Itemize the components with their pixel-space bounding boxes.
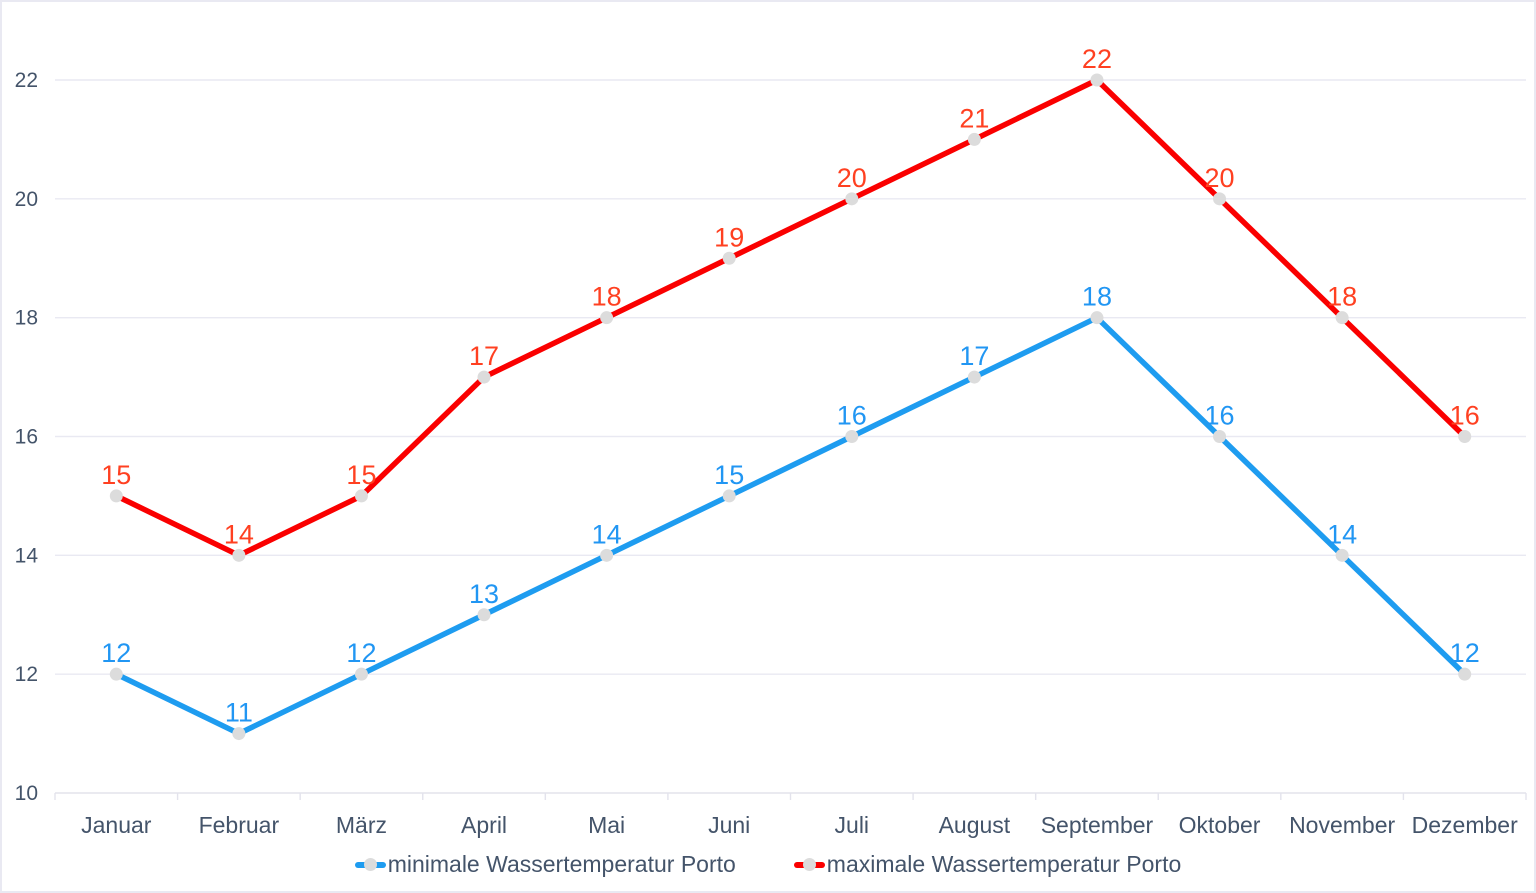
x-axis-tick-label: Juni <box>708 812 750 838</box>
data-point-marker-min <box>1213 430 1227 443</box>
data-point-marker-min <box>1335 548 1349 562</box>
data-label-max: 15 <box>346 460 376 490</box>
data-point-marker-min <box>967 370 981 384</box>
legend-label-max-temperature: maximale Wassertemperatur Porto <box>826 851 1182 877</box>
data-point-marker-min <box>354 667 368 681</box>
data-label-min: 12 <box>346 638 376 668</box>
series-line-min <box>113 314 1468 737</box>
data-label-min: 12 <box>101 638 131 668</box>
x-axis-tick-label: Dezember <box>1412 812 1518 838</box>
x-axis-tick-label: Juli <box>835 812 870 838</box>
x-axis-tick-label: Januar <box>81 812 152 838</box>
data-label-max: 19 <box>714 222 744 252</box>
y-axis-tick-label: 10 <box>15 782 38 805</box>
data-point-marker-min <box>109 667 123 681</box>
data-label-min: 12 <box>1450 638 1480 668</box>
data-label-min: 17 <box>959 341 989 371</box>
data-point-marker-max <box>845 192 859 206</box>
chart-legend: minimale Wassertemperatur Porto maximale… <box>2 851 1534 878</box>
x-axis-tick-label: Februar <box>199 812 280 838</box>
data-label-min: 14 <box>592 519 622 549</box>
data-label-max: 22 <box>1082 44 1112 74</box>
data-point-marker-max <box>477 370 491 384</box>
y-axis-tick-label: 14 <box>15 544 39 567</box>
x-axis-tick-label: September <box>1041 812 1154 838</box>
data-point-marker-max <box>600 311 614 325</box>
legend-line-marker-icon <box>354 858 386 871</box>
data-point-marker-max <box>722 251 736 265</box>
x-axis-tick-label: November <box>1289 812 1395 838</box>
data-point-marker-max <box>1213 192 1227 206</box>
data-label-min: 11 <box>225 698 253 728</box>
data-point-marker-max <box>109 489 123 503</box>
series-line-max <box>113 77 1468 559</box>
data-point-marker-min <box>1090 311 1104 325</box>
x-axis-tick-label: Oktober <box>1179 812 1261 838</box>
data-point-marker-max <box>232 548 246 562</box>
data-label-max: 18 <box>1327 282 1357 312</box>
data-point-marker-min <box>232 727 246 741</box>
data-label-min: 18 <box>1082 282 1112 312</box>
data-label-min: 15 <box>714 460 744 490</box>
data-label-max: 21 <box>959 103 989 133</box>
data-label-min: 14 <box>1327 519 1357 549</box>
data-point-marker-max <box>1335 311 1349 325</box>
data-point-marker-min <box>845 430 859 443</box>
data-point-marker-max <box>354 489 368 503</box>
data-label-max: 20 <box>837 163 867 193</box>
y-axis-tick-label: 16 <box>15 426 38 449</box>
x-axis-tick-label: April <box>461 812 507 838</box>
data-label-max: 17 <box>469 341 499 371</box>
data-label-min: 16 <box>1205 401 1235 431</box>
legend-label-min-temperature: minimale Wassertemperatur Porto <box>387 851 736 877</box>
data-point-marker-max <box>1458 430 1472 443</box>
data-point-marker-max <box>1090 73 1104 87</box>
legend-line-marker-icon <box>793 858 825 871</box>
data-point-marker-min <box>722 489 736 503</box>
y-axis-tick-label: 20 <box>15 188 38 211</box>
y-axis-tick-label: 18 <box>15 307 38 330</box>
data-point-marker-max <box>967 132 981 146</box>
y-axis-tick-label: 12 <box>15 663 38 686</box>
data-point-marker-min <box>1458 667 1472 681</box>
data-label-max: 15 <box>101 460 131 490</box>
data-label-max: 18 <box>592 282 622 312</box>
data-label-max: 20 <box>1205 163 1235 193</box>
legend-item-min-temperature: minimale Wassertemperatur Porto <box>354 851 736 878</box>
x-axis-tick-label: August <box>939 812 1011 838</box>
data-label-max: 14 <box>224 519 254 549</box>
data-label-min: 16 <box>837 401 867 431</box>
y-axis-tick-label: 22 <box>15 69 38 92</box>
data-point-marker-min <box>477 608 491 622</box>
data-label-max: 16 <box>1450 401 1480 431</box>
legend-item-max-temperature: maximale Wassertemperatur Porto <box>793 851 1182 878</box>
data-label-min: 13 <box>469 579 499 609</box>
legend-point-marker-icon <box>802 858 816 871</box>
x-axis-tick-label: März <box>336 812 387 838</box>
legend-point-marker-icon <box>363 858 377 871</box>
data-point-marker-min <box>600 548 614 562</box>
x-axis-tick-label: Mai <box>588 812 625 838</box>
